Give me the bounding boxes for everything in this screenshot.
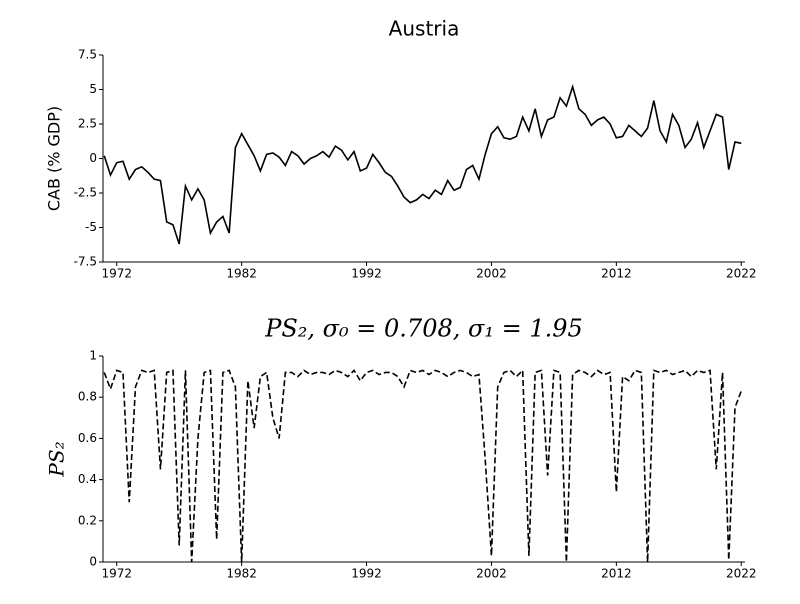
- x-tick-label: 1992: [351, 567, 382, 581]
- x-tick-label: 2022: [726, 567, 757, 581]
- y-axis-label: CAB (% GDP): [45, 106, 64, 211]
- y-axis-label: PS₂: [45, 441, 69, 477]
- y-tick-label: 5: [89, 82, 97, 96]
- data-line: [103, 368, 742, 563]
- chart-title: Austria: [389, 17, 460, 41]
- x-tick-label: 2012: [601, 267, 632, 281]
- x-tick-label: 1972: [101, 267, 132, 281]
- y-tick-label: 2.5: [78, 117, 97, 131]
- y-tick-label: 0: [89, 555, 97, 569]
- chart-title: PS₂, σ₀ = 0.708, σ₁ = 1.95: [264, 315, 583, 343]
- x-tick-label: 2002: [476, 267, 507, 281]
- y-tick-label: -5: [85, 220, 97, 234]
- y-tick-label: -7.5: [74, 255, 97, 269]
- y-tick-label: 0.2: [78, 513, 97, 527]
- y-tick-label: -2.5: [74, 186, 97, 200]
- data-line: [103, 83, 742, 245]
- y-tick-label: 0.6: [78, 431, 97, 445]
- x-tick-label: 1982: [226, 267, 257, 281]
- x-tick-label: 2002: [476, 567, 507, 581]
- y-tick-label: 0.8: [78, 390, 97, 404]
- y-tick-label: 7.5: [78, 48, 97, 62]
- x-tick-label: 1982: [226, 567, 257, 581]
- y-tick-label: 1: [89, 349, 97, 363]
- x-tick-label: 1992: [351, 267, 382, 281]
- y-tick-label: 0.4: [78, 472, 97, 486]
- y-tick-label: 0: [89, 151, 97, 165]
- x-tick-label: 2012: [601, 567, 632, 581]
- x-tick-label: 2022: [726, 267, 757, 281]
- x-tick-label: 1972: [101, 567, 132, 581]
